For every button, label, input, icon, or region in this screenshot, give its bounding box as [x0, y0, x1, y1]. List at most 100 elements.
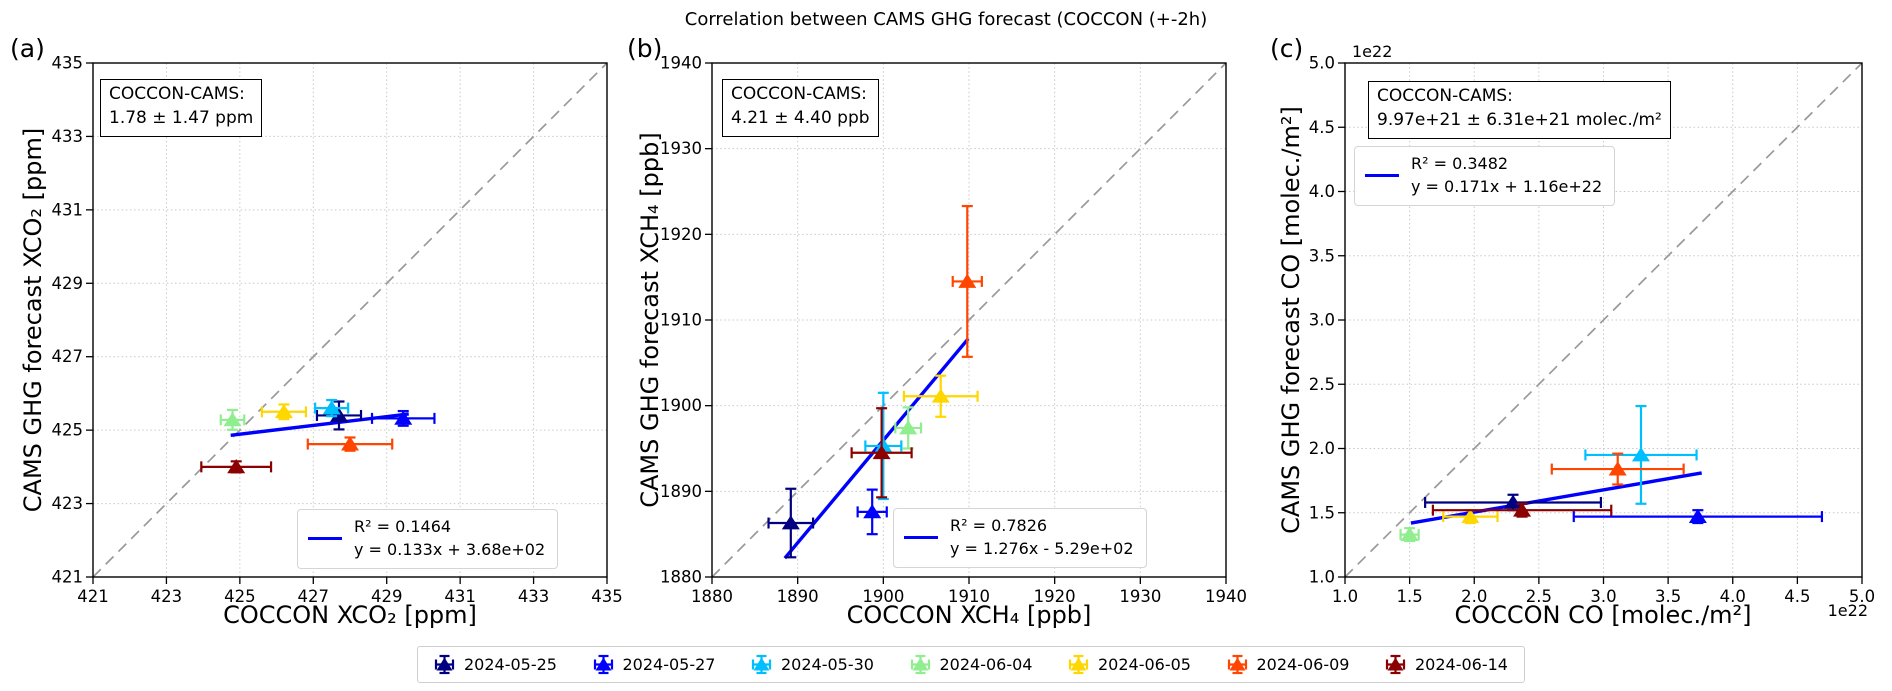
plot-border [92, 62, 608, 578]
svg-text:431: 431 [52, 200, 84, 219]
axis-ticks [705, 62, 1227, 584]
svg-text:1940: 1940 [1205, 587, 1247, 606]
triangle-marker [329, 407, 348, 422]
legend-entry-label: 2024-05-27 [622, 655, 716, 674]
data-point-2024-05-30 [864, 391, 903, 501]
identity-line [711, 62, 1227, 578]
data-point-2024-06-09 [306, 436, 394, 452]
bias-annotation-c: COCCON-CAMS: 9.97e+21 ± 6.31e+21 molec./… [1368, 81, 1671, 139]
svg-text:3.5: 3.5 [1309, 246, 1335, 265]
svg-text:1900: 1900 [862, 587, 904, 606]
plot-border [711, 62, 1227, 578]
data-point-2024-06-14 [1431, 502, 1613, 518]
fit-line [1410, 471, 1703, 525]
svg-text:4.0: 4.0 [1720, 587, 1746, 606]
svg-text:1880: 1880 [691, 587, 733, 606]
y-axis-label-c: CAMS GHG forecast CO [molec./m²] [1277, 106, 1305, 534]
svg-text:5.0: 5.0 [1849, 587, 1875, 606]
legend-entry-label: 2024-06-14 [1415, 655, 1508, 674]
panel-letter-a: (a) [10, 34, 45, 63]
triangle-marker [874, 438, 893, 453]
fit-legend-b: R² = 0.7826 y = 1.276x - 5.29e+02 [893, 508, 1147, 569]
svg-text:4.5: 4.5 [1309, 118, 1335, 137]
svg-text:3.5: 3.5 [1655, 587, 1681, 606]
fit-equation-label: y = 1.276x - 5.29e+02 [950, 539, 1134, 559]
svg-text:1.0: 1.0 [1332, 587, 1358, 606]
triangle-marker [223, 412, 242, 427]
annotation-line2: 4.21 ± 4.40 ppb [731, 107, 870, 128]
r-squared-label: R² = 0.1464 [354, 517, 452, 536]
errorbar-triangle-marker-icon [1068, 654, 1089, 675]
errorbar-triangle-marker-icon [751, 654, 772, 675]
fit-line-swatch [904, 535, 938, 539]
svg-text:425: 425 [224, 587, 256, 606]
plot-border [1344, 62, 1863, 578]
svg-text:423: 423 [52, 494, 84, 513]
data-point-2024-05-27 [1572, 508, 1824, 525]
triangle-marker [958, 273, 977, 288]
data-point-2024-06-04 [219, 408, 246, 431]
r-squared-label: R² = 0.3482 [1411, 154, 1509, 173]
legend-entry-2024-05-25: 2024-05-25 [434, 654, 557, 675]
svg-text:427: 427 [298, 587, 330, 606]
panel-letter-c: (c) [1270, 34, 1304, 63]
svg-text:4.0: 4.0 [1309, 182, 1335, 201]
data-point-2024-05-30 [1584, 404, 1698, 505]
errorbar-triangle-marker-icon [593, 654, 613, 675]
svg-text:421: 421 [77, 587, 109, 606]
svg-text:1880: 1880 [660, 568, 702, 587]
svg-text:4.5: 4.5 [1784, 587, 1810, 606]
data-point-2024-06-04 [1399, 526, 1420, 543]
svg-text:1930: 1930 [660, 139, 702, 158]
triangle-marker [1513, 502, 1532, 517]
fit-equation-label: y = 0.171x + 1.16e+22 [1411, 177, 1603, 197]
data-point-2024-05-25 [315, 400, 363, 431]
legend-entry-2024-05-30: 2024-05-30 [751, 654, 874, 675]
fit-line-swatch [308, 536, 342, 540]
legend-entry-2024-05-27: 2024-05-27 [593, 654, 716, 675]
svg-text:433: 433 [518, 587, 550, 606]
data-point-2024-06-09 [1550, 452, 1685, 486]
svg-text:3.0: 3.0 [1590, 587, 1616, 606]
triangle-marker [931, 388, 950, 403]
svg-text:427: 427 [52, 347, 84, 366]
svg-text:1910: 1910 [948, 587, 990, 606]
date-legend: 2024-05-25 2024-05-27 2024-05-30 2024-06-04… [417, 646, 1525, 683]
data-point-2024-05-25 [767, 487, 815, 559]
annotation-line1: COCCON-CAMS: [731, 84, 867, 104]
svg-text:431: 431 [444, 587, 476, 606]
triangle-marker [1504, 494, 1523, 509]
triangle-marker [322, 400, 341, 415]
triangle-marker [1461, 508, 1480, 524]
bias-annotation-b: COCCON-CAMS: 4.21 ± 4.40 ppb [722, 79, 879, 137]
svg-text:1900: 1900 [660, 396, 702, 415]
svg-text:435: 435 [52, 54, 84, 73]
triangle-marker [1631, 447, 1650, 462]
identity-line [1344, 62, 1863, 578]
data-point-2024-05-27 [856, 488, 888, 536]
data-point-2024-06-05 [902, 374, 979, 418]
x-axis-label-b: COCCON XCH₄ [ppb] [846, 601, 1092, 629]
svg-text:423: 423 [151, 587, 183, 606]
errorbar-triangle-marker-icon [1385, 654, 1406, 675]
legend-entry-2024-06-09: 2024-06-09 [1227, 654, 1350, 675]
co-scatter-plot: 1.01.0 1.5 1.5 2.0 2.0 2.5 2.5 3.0 3.0 3.5 3.5 4.0 4… [1309, 54, 1875, 607]
svg-text:2.0: 2.0 [1461, 587, 1487, 606]
svg-text:1920: 1920 [1034, 587, 1076, 606]
data-point-2024-05-30 [314, 398, 350, 418]
svg-text:1910: 1910 [660, 311, 702, 330]
triangle-marker [1400, 526, 1419, 541]
svg-text:5.0: 5.0 [1309, 54, 1335, 73]
tick-labels: 1.01.0 1.5 1.5 2.0 2.0 2.5 2.5 3.0 3.0 3.5 3.5 4.0 4… [1309, 54, 1875, 607]
data-point-2024-06-14 [200, 459, 273, 474]
annotation-line2: 9.97e+21 ± 6.31e+21 molec./m² [1377, 109, 1662, 130]
legend-entry-label: 2024-06-09 [1256, 655, 1350, 674]
legend-entry-2024-06-14: 2024-06-14 [1385, 654, 1508, 675]
svg-text:425: 425 [52, 421, 84, 440]
triangle-marker [781, 515, 800, 530]
svg-text:2.5: 2.5 [1309, 375, 1335, 394]
svg-text:1.5: 1.5 [1309, 503, 1335, 522]
svg-text:1890: 1890 [660, 482, 702, 501]
